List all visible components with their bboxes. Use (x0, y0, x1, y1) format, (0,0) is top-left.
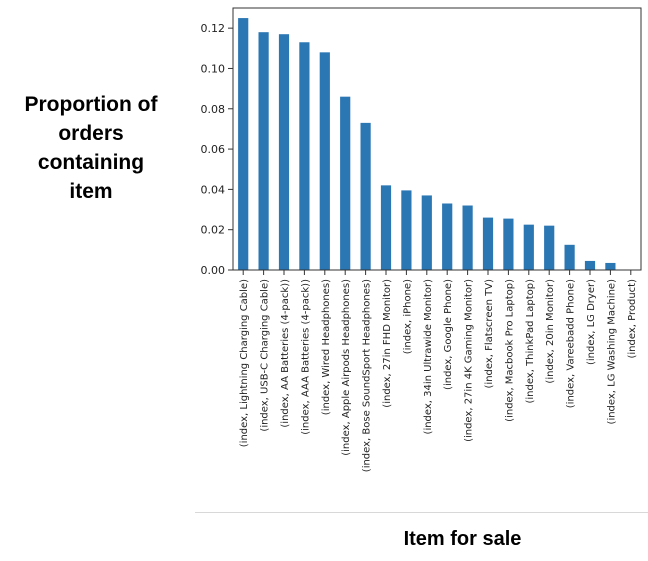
x-tick-label: (index, Flatscreen TV) (484, 279, 495, 389)
x-tick-label: (index, AAA Batteries (4-pack)) (300, 279, 311, 435)
x-tick-label: (index, Apple Airpods Headphones) (341, 279, 352, 456)
bar (584, 260, 596, 270)
x-tick-label: (index, 27in FHD Monitor) (382, 279, 393, 408)
bar (340, 96, 351, 270)
x-tick-label: (index, ThinkPad Laptop) (525, 279, 536, 404)
y-axis-label-line: item (69, 180, 113, 203)
bar (523, 224, 534, 270)
x-tick-label: (index, Macbook Pro Laptop) (504, 279, 515, 422)
bar (401, 190, 412, 270)
x-tick-label: (index, 34in Ultrawide Monitor) (423, 279, 434, 435)
bar-chart: 0.00 0.02 0.04 0.06 0.08 0.10 0.12 (index, Lig… (201, 7, 642, 472)
bar (380, 185, 392, 270)
y-tick-label: 0.12 (201, 22, 226, 35)
bar (278, 34, 290, 271)
plot-frame (232, 7, 642, 271)
y-axis-label-line: orders (58, 122, 124, 145)
x-tick-label: (index, iPhone) (402, 279, 413, 354)
x-axis-label: Item for sale (403, 528, 522, 550)
y-tick-label: 0.10 (201, 62, 226, 75)
y-tick-label: 0.08 (201, 103, 226, 116)
y-axis-label-line: Proportion of (24, 93, 158, 116)
bar (564, 244, 575, 270)
x-tick-label: (index, Google Phone) (443, 279, 454, 390)
x-tick-label: (index, Wired Headphones) (321, 279, 332, 415)
bar (503, 218, 514, 270)
x-tick-label: (index, Product) (627, 279, 638, 359)
x-axis: (index, Lightning Charging Cable) (index,… (239, 270, 638, 472)
x-tick-label: (index, USB-C Charging Cable) (260, 279, 271, 432)
bar (319, 52, 330, 270)
y-axis: 0.00 0.02 0.04 0.06 0.08 0.10 0.12 (201, 22, 233, 277)
x-tick-label: (index, 27in 4K Gaming Monitor) (464, 279, 475, 442)
bar (482, 217, 494, 270)
bar (299, 42, 310, 271)
y-axis-label: Proportion of orders containing item (0, 90, 182, 206)
x-tick-label: (index, Lightning Charging Cable) (239, 279, 250, 447)
bar (544, 225, 555, 270)
y-tick-label: 0.06 (201, 143, 226, 156)
y-tick-label: 0.00 (201, 264, 226, 277)
bar (605, 262, 616, 270)
bar (360, 122, 371, 270)
bars-group (238, 18, 636, 271)
x-tick-label: (index, Vareebadd Phone) (566, 279, 577, 408)
x-tick-label: (index, LG Dryer) (586, 279, 597, 365)
x-tick-label: (index, LG Washing Machine) (606, 279, 617, 425)
bar (238, 18, 249, 271)
divider (195, 512, 648, 513)
x-tick-label: (index, Bose SoundSport Headphones) (362, 279, 373, 472)
x-tick-label: (index, 20in Monitor) (545, 279, 556, 384)
bar (258, 32, 269, 270)
y-axis-label-line: containing (37, 151, 145, 174)
bar (421, 195, 432, 270)
x-tick-label: (index, AA Batteries (4-pack)) (280, 279, 291, 428)
bar (442, 203, 453, 270)
bar (462, 205, 473, 270)
y-tick-label: 0.04 (201, 183, 226, 196)
y-tick-label: 0.02 (201, 224, 226, 237)
